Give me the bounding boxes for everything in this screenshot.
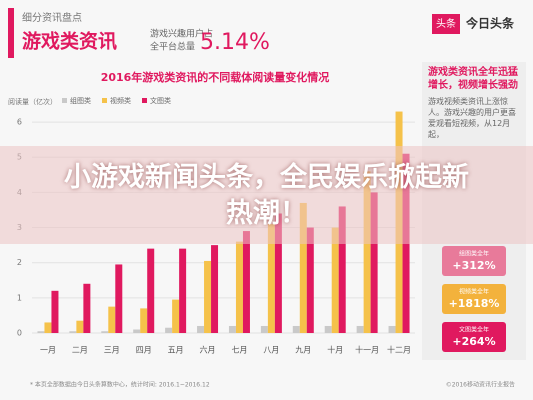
y-tick-label: 0 <box>17 329 22 338</box>
bar <box>299 202 307 333</box>
bar <box>370 192 378 333</box>
bar <box>83 283 91 333</box>
x-tick-label: 十一月 <box>355 345 379 355</box>
bar <box>197 325 205 333</box>
badge-label: 组图类全年 <box>459 250 489 258</box>
bar <box>324 325 332 333</box>
logo-mark: 头条 <box>436 17 456 30</box>
side-text: 游戏类资讯全年迅猛增长，视频增长强劲 游戏视频类资讯上涨惊人。游戏兴趣的用户更喜… <box>428 67 518 139</box>
bar <box>267 224 275 333</box>
bar <box>51 290 59 333</box>
badge-label: 文图类全年 <box>459 326 489 334</box>
bar <box>44 322 52 333</box>
x-tick-label: 九月 <box>295 346 311 355</box>
y-axis-label: 阅读量（亿次） <box>8 97 57 106</box>
bar <box>133 329 141 333</box>
legend-swatch <box>62 98 67 103</box>
legend-swatch <box>102 98 107 103</box>
x-tick-label: 二月 <box>72 346 88 355</box>
x-tick-label: 十二月 <box>387 345 411 355</box>
legend-label: 组图类 <box>70 96 91 105</box>
bar <box>274 213 282 333</box>
share-label: 全平台总量 <box>150 41 195 53</box>
bar <box>204 260 212 333</box>
bar <box>363 171 371 333</box>
bar <box>76 320 84 333</box>
bar <box>211 245 219 333</box>
badge-value: +264% <box>452 335 495 348</box>
bar <box>140 308 148 333</box>
share-value: 5.14% <box>200 30 270 55</box>
y-tick-label: 1 <box>17 293 22 302</box>
bar <box>69 331 77 333</box>
badge-value: +312% <box>452 259 495 272</box>
bar <box>331 227 339 333</box>
x-tick-label: 五月 <box>168 346 184 355</box>
bar <box>292 325 300 333</box>
x-tick-label: 一月 <box>40 346 56 355</box>
x-tick-label: 十月 <box>327 345 343 355</box>
x-tick-label: 七月 <box>231 346 247 355</box>
bar <box>172 299 180 333</box>
side-heading: 游戏类资讯全年迅猛增长，视频增长强劲 <box>428 67 518 91</box>
bar <box>228 325 236 333</box>
share-label: 游戏兴趣用户占 <box>150 28 213 40</box>
bar <box>115 264 123 333</box>
badge-label: 视频类全年 <box>459 288 489 296</box>
legend-swatch <box>142 98 147 103</box>
badge <box>442 322 506 352</box>
header-tag: 细分资讯盘点 <box>22 11 82 24</box>
footer-copyright: ©2016移动资讯行业报告 <box>446 381 515 389</box>
side-body: 游戏视频类资讯上涨惊人。游戏兴趣的用户更喜爱观看短视频，从12月起， <box>428 97 516 139</box>
x-tick-label: 六月 <box>200 345 216 355</box>
bar <box>101 331 109 333</box>
x-tick-label: 八月 <box>263 346 279 355</box>
bar <box>338 206 346 333</box>
header-accent <box>8 8 14 58</box>
header-title: 游戏类资讯 <box>22 30 117 53</box>
x-tick-label: 三月 <box>104 346 120 355</box>
bar <box>165 327 173 333</box>
y-tick-label: 2 <box>17 258 22 267</box>
legend-label: 视频类 <box>110 96 131 105</box>
badge-value: +1818% <box>449 297 500 310</box>
bar <box>147 248 155 333</box>
legend-label: 文图类 <box>150 96 171 105</box>
x-tick-label: 四月 <box>136 346 152 355</box>
badge <box>442 246 506 276</box>
bar <box>108 306 116 333</box>
overlay-title: 小游戏新闻头条，全民娱乐掀起新热潮！ <box>64 162 469 229</box>
badge <box>442 284 506 314</box>
overlay: 小游戏新闻头条，全民娱乐掀起新热潮！ <box>0 146 533 244</box>
footer-note: * 本页全部数据由今日头条算数中心，统计时间: 2016.1~2016.12 <box>30 381 210 389</box>
bar <box>356 325 364 333</box>
y-tick-label: 6 <box>17 118 22 127</box>
logo-text: 今日头条 <box>465 16 515 31</box>
chart-title: 2016年游戏类资讯的不同载体阅读量变化情况 <box>101 70 330 84</box>
bar <box>235 241 243 333</box>
bar <box>179 248 187 333</box>
logo-box <box>432 14 460 34</box>
bar <box>242 231 250 333</box>
bar <box>37 331 45 333</box>
bar <box>388 325 396 333</box>
bar <box>306 227 314 333</box>
bar <box>260 325 268 333</box>
